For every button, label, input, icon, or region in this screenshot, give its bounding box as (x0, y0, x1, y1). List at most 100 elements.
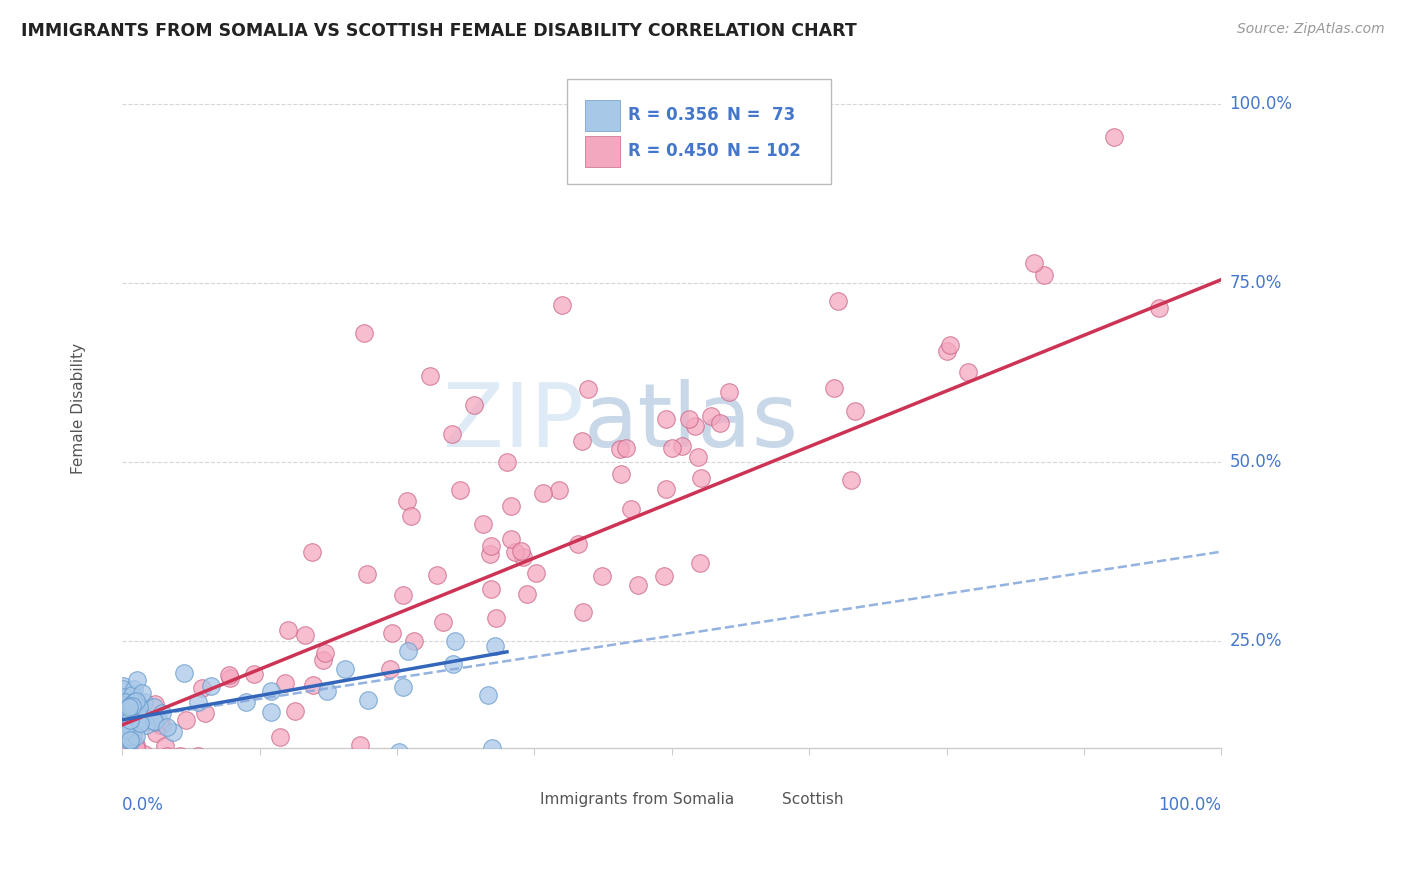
Point (591, 569, 613, 583)
Text: 100.0%: 100.0% (1230, 95, 1292, 113)
Point (844, 404, 866, 418)
Point (150, 706, 173, 720)
Point (114, 722, 136, 736)
Point (614, 441, 637, 455)
Point (120, 699, 142, 714)
Point (149, 718, 172, 732)
Point (129, 715, 152, 730)
Point (499, 499, 522, 513)
Point (571, 434, 593, 449)
Point (187, 694, 209, 708)
Point (135, 718, 157, 732)
Point (652, 569, 675, 583)
Point (481, 539, 503, 553)
Point (471, 517, 494, 532)
Point (314, 646, 336, 660)
Point (709, 416, 731, 430)
Point (118, 728, 141, 742)
Point (388, 745, 411, 759)
Point (187, 748, 209, 763)
Point (145, 715, 167, 730)
Point (143, 700, 166, 714)
Point (114, 741, 136, 756)
Point (827, 294, 849, 309)
Point (717, 385, 740, 400)
Point (115, 732, 138, 747)
Point (150, 718, 173, 732)
Text: Female Disability: Female Disability (70, 343, 86, 474)
Point (678, 412, 700, 426)
Point (142, 714, 165, 729)
Point (481, 741, 503, 756)
Point (485, 611, 508, 625)
Point (120, 698, 142, 712)
Point (685, 418, 707, 433)
Point (312, 653, 335, 667)
Point (449, 483, 471, 497)
Point (121, 699, 143, 714)
Point (124, 681, 146, 696)
Text: ZIP: ZIP (443, 378, 583, 466)
Point (143, 710, 166, 724)
Point (118, 713, 141, 727)
Point (218, 671, 240, 685)
Point (294, 628, 316, 642)
Point (509, 544, 531, 558)
Point (381, 626, 404, 640)
Point (432, 615, 454, 629)
Point (131, 686, 153, 700)
Point (402, 634, 425, 648)
Point (395, 494, 418, 508)
Point (218, 668, 240, 682)
Point (117, 702, 139, 716)
Point (120, 733, 142, 747)
Point (153, 739, 176, 754)
Point (567, 537, 589, 551)
Text: IMMIGRANTS FROM SOMALIA VS SCOTTISH FEMALE DISABILITY CORRELATION CHART: IMMIGRANTS FROM SOMALIA VS SCOTTISH FEMA… (21, 22, 856, 40)
Point (128, 707, 150, 722)
Point (120, 726, 142, 740)
FancyBboxPatch shape (585, 136, 620, 167)
Text: 100.0%: 100.0% (1159, 796, 1222, 814)
Point (117, 707, 139, 722)
Point (1147, 301, 1170, 316)
Point (936, 343, 959, 358)
Point (440, 426, 463, 441)
Text: 50.0%: 50.0% (1230, 453, 1282, 471)
Point (162, 725, 184, 739)
Point (121, 699, 143, 714)
Point (620, 502, 643, 516)
Point (117, 716, 139, 731)
Point (269, 731, 291, 745)
Point (125, 673, 148, 687)
FancyBboxPatch shape (568, 78, 831, 184)
Point (609, 442, 631, 456)
Point (479, 547, 502, 561)
Point (120, 714, 142, 729)
Point (316, 684, 339, 698)
Point (112, 679, 135, 693)
Point (112, 681, 135, 696)
Point (131, 711, 153, 725)
Point (839, 473, 862, 487)
Point (118, 707, 141, 722)
Point (124, 694, 146, 708)
Point (499, 532, 522, 546)
Point (114, 690, 136, 705)
Text: R = 0.356: R = 0.356 (628, 106, 718, 124)
Point (503, 545, 526, 559)
Point (610, 467, 633, 481)
Point (121, 723, 143, 738)
Point (689, 471, 711, 485)
Point (274, 676, 297, 690)
Point (1102, 129, 1125, 144)
Text: R = 0.450: R = 0.450 (628, 142, 718, 160)
Text: atlas: atlas (583, 378, 799, 466)
Point (441, 657, 464, 671)
Point (512, 550, 534, 565)
Text: N =  73: N = 73 (727, 106, 794, 124)
Point (115, 731, 138, 745)
Point (146, 711, 169, 725)
Point (122, 728, 145, 742)
Point (112, 728, 135, 742)
